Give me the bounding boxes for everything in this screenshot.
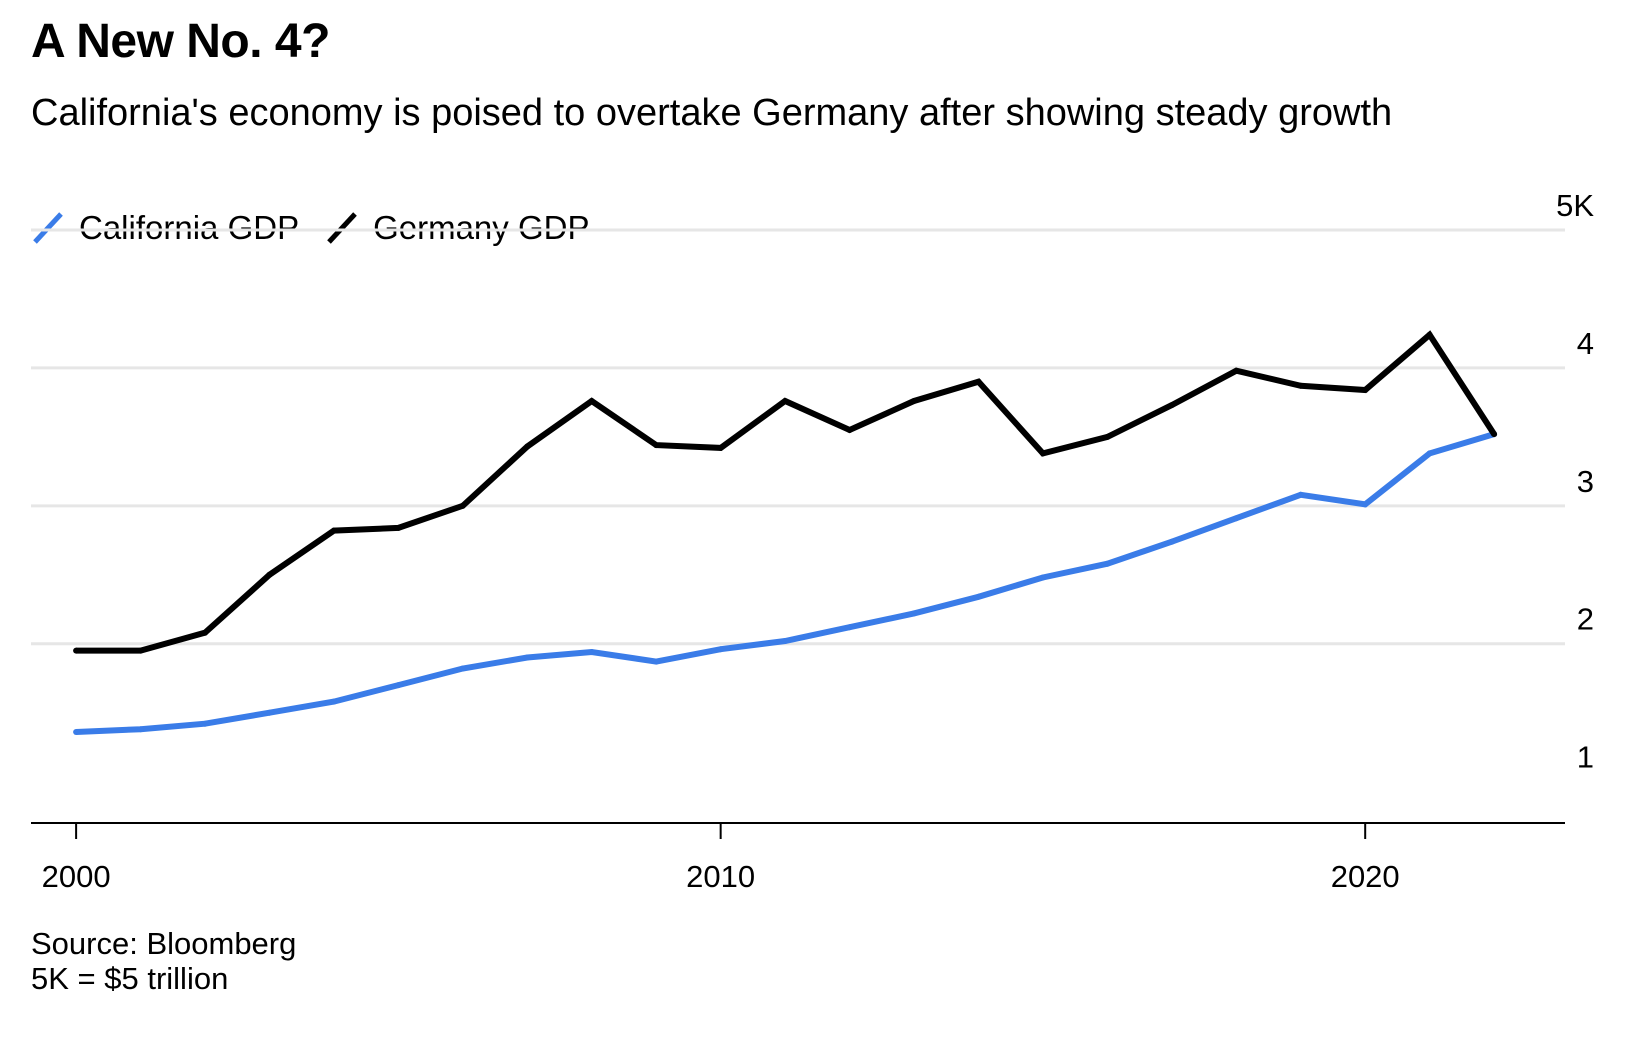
california-line-icon [33, 212, 63, 244]
germany-point-2018 [1233, 367, 1240, 374]
california-point-2001 [137, 726, 144, 733]
germany-point-2012 [846, 427, 853, 433]
germany-line-icon [327, 212, 357, 244]
germany-point-2021 [1426, 331, 1433, 338]
legend: California GDP Germany GDP [31, 208, 615, 248]
germany-point-2020 [1362, 387, 1369, 393]
legend-label-germany: Germany GDP [373, 209, 590, 246]
germany-point-2010 [717, 444, 724, 451]
california-point-2000 [73, 729, 80, 735]
california-point-2012 [846, 624, 853, 631]
germany-point-2015 [1039, 450, 1046, 457]
germany-point-2017 [1168, 402, 1175, 409]
california-point-2003 [266, 709, 273, 716]
california-point-2006 [459, 665, 466, 672]
unit-note: 5K = $5 trillion [31, 961, 229, 996]
y-tick-label: 3 [1577, 464, 1594, 499]
x-tick-label: 2020 [1331, 859, 1400, 894]
california-point-2011 [782, 638, 789, 644]
germany-point-2004 [330, 527, 337, 534]
california-point-2021 [1426, 450, 1433, 457]
germany-point-2011 [782, 398, 789, 404]
germany-point-2008 [588, 398, 595, 404]
germany-point-2007 [524, 443, 531, 450]
series-germany [73, 330, 1498, 654]
x-tick-label: 2000 [42, 859, 111, 894]
legend-item-germany: Germany GDP [325, 209, 589, 247]
california-point-2002 [202, 720, 208, 727]
california-point-2013 [911, 610, 917, 617]
california-point-2009 [653, 658, 660, 665]
germany-point-2001 [137, 647, 144, 654]
legend-item-california: California GDP [31, 209, 299, 247]
california-point-2016 [1104, 560, 1111, 567]
chart-title: A New No. 4? [31, 15, 330, 68]
series-california [73, 431, 1498, 735]
y-tick-label: 5K [1556, 188, 1594, 223]
germany-point-2014 [975, 378, 982, 385]
california-point-2015 [1039, 574, 1046, 581]
chart-subtitle: California's economy is poised to overta… [31, 92, 1393, 134]
california-point-2020 [1362, 501, 1369, 508]
california-point-2019 [1297, 491, 1304, 498]
germany-point-2016 [1104, 433, 1111, 440]
california-point-2014 [975, 593, 982, 600]
california-point-2010 [717, 646, 724, 653]
germany-point-2006 [459, 502, 466, 509]
california-point-2008 [588, 649, 595, 655]
germany-gdp-line [76, 330, 1497, 654]
y-tick-label: 1 [1577, 740, 1594, 775]
germany-point-2009 [653, 442, 660, 449]
y-tick-label: 2 [1577, 602, 1594, 637]
california-point-2007 [524, 654, 531, 661]
x-tick-label: 2010 [686, 859, 755, 894]
germany-point-2000 [73, 647, 80, 654]
california-point-2018 [1233, 515, 1240, 522]
california-point-2004 [330, 698, 337, 705]
germany-point-2005 [395, 524, 402, 531]
gridlines [31, 228, 1565, 646]
axes [31, 822, 1565, 839]
germany-point-2013 [911, 398, 917, 404]
germany-point-2022 [1491, 431, 1498, 438]
chart-footer: Source: Bloomberg 5K = $5 trillion [31, 926, 296, 996]
california-point-2005 [395, 682, 402, 689]
california-gdp-line [75, 431, 1495, 735]
germany-point-2019 [1297, 382, 1304, 389]
y-tick-label: 4 [1577, 326, 1594, 361]
california-point-2017 [1168, 538, 1175, 545]
tick-labels: 1 2 3 4 5K 2000 2010 2020 [42, 188, 1595, 894]
legend-label-california: California GDP [79, 209, 300, 246]
germany-point-2002 [202, 629, 208, 636]
series [73, 330, 1498, 735]
germany-point-2003 [266, 571, 273, 578]
source-note: Source: Bloomberg [31, 926, 297, 961]
